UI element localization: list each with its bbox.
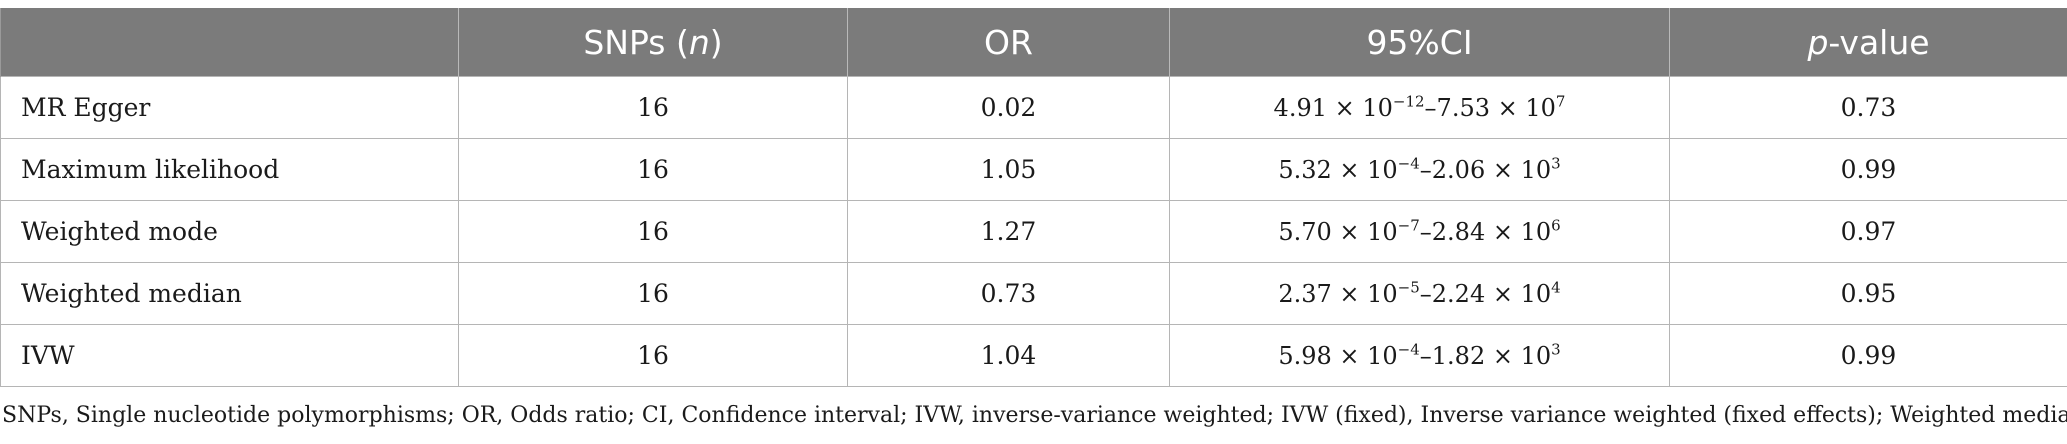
table-footnote: SNPs, Single nucleotide polymorphisms; O…	[2, 403, 2067, 428]
method-cell: MR Egger	[0, 76, 459, 139]
or-cell: 1.27	[847, 200, 1170, 263]
method-cell: Maximum likelihood	[0, 138, 459, 201]
snps-cell: 16	[458, 138, 848, 201]
table-row: Weighted median 16 0.73 2.37 × 10−5–2.24…	[0, 262, 2067, 325]
header-ci: 95%CI	[1169, 8, 1670, 77]
p-value-cell: 0.73	[1669, 76, 2067, 139]
header-snps: SNPs (n)	[458, 8, 848, 77]
method-cell: Weighted median	[0, 262, 459, 325]
or-cell: 0.73	[847, 262, 1170, 325]
header-row: SNPs (n) OR 95%CI p-value	[0, 8, 2067, 77]
header-p-value: p-value	[1669, 8, 2067, 77]
p-value-cell: 0.97	[1669, 200, 2067, 263]
or-cell: 0.02	[847, 76, 1170, 139]
or-cell: 1.04	[847, 324, 1170, 387]
table-body: MR Egger 16 0.02 4.91 × 10−12–7.53 × 107…	[0, 76, 2067, 387]
p-value-cell: 0.99	[1669, 138, 2067, 201]
snps-cell: 16	[458, 262, 848, 325]
or-cell: 1.05	[847, 138, 1170, 201]
table-row: IVW 16 1.04 5.98 × 10−4–1.82 × 103 0.99	[0, 324, 2067, 387]
table-header: SNPs (n) OR 95%CI p-value	[0, 8, 2067, 77]
p-value-cell: 0.99	[1669, 324, 2067, 387]
snps-cell: 16	[458, 76, 848, 139]
table-row: MR Egger 16 0.02 4.91 × 10−12–7.53 × 107…	[0, 76, 2067, 139]
header-method	[0, 8, 459, 77]
table-row: Weighted mode 16 1.27 5.70 × 10−7–2.84 ×…	[0, 200, 2067, 263]
snps-cell: 16	[458, 200, 848, 263]
ci-cell: 5.98 × 10−4–1.82 × 103	[1169, 324, 1670, 387]
mr-results-table: SNPs (n) OR 95%CI p-value MR Egger 16 0.…	[0, 8, 2067, 387]
method-cell: IVW	[0, 324, 459, 387]
method-cell: Weighted mode	[0, 200, 459, 263]
results-table-container: SNPs (n) OR 95%CI p-value MR Egger 16 0.…	[0, 8, 2067, 387]
ci-cell: 5.70 × 10−7–2.84 × 106	[1169, 200, 1670, 263]
ci-cell: 5.32 × 10−4–2.06 × 103	[1169, 138, 1670, 201]
p-value-cell: 0.95	[1669, 262, 2067, 325]
ci-cell: 4.91 × 10−12–7.53 × 107	[1169, 76, 1670, 139]
header-or: OR	[847, 8, 1170, 77]
snps-cell: 16	[458, 324, 848, 387]
ci-cell: 2.37 × 10−5–2.24 × 104	[1169, 262, 1670, 325]
table-row: Maximum likelihood 16 1.05 5.32 × 10−4–2…	[0, 138, 2067, 201]
